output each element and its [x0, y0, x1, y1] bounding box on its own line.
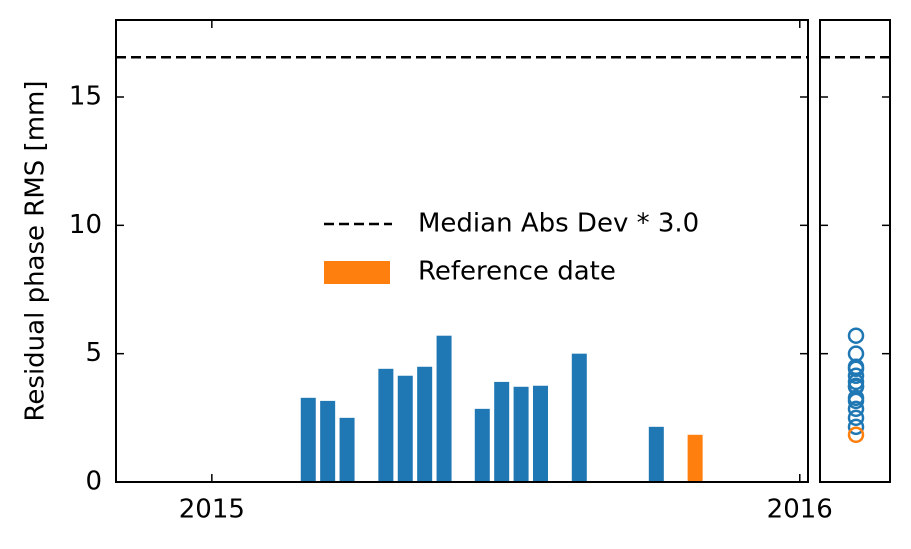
bar: [494, 381, 510, 482]
bar: [436, 335, 452, 482]
bar: [397, 375, 413, 482]
side-point: [847, 400, 865, 418]
side-point: [847, 409, 865, 427]
bar: [378, 368, 394, 482]
bar: [648, 426, 664, 482]
side-point: [847, 327, 865, 344]
bar: [687, 434, 703, 482]
plot-frame: [115, 19, 809, 483]
side-point: [847, 377, 865, 394]
bar: [513, 386, 529, 482]
y-axis-label: Residual phase RMS [mm]: [21, 81, 51, 422]
y-tick-label: 5: [85, 338, 102, 368]
side-point: [847, 418, 865, 436]
y-tick-label: 0: [85, 467, 102, 497]
side-frame: [819, 19, 891, 483]
bar: [300, 397, 316, 482]
bar: [532, 385, 548, 482]
legend-label: Median Abs Dev * 3.0: [418, 209, 699, 239]
legend-patch: [324, 261, 390, 284]
legend-label: Reference date: [418, 257, 616, 287]
bar: [339, 417, 355, 482]
side-point: [847, 367, 865, 384]
y-tick-label: 15: [69, 82, 102, 112]
bar: [571, 353, 587, 482]
x-tick-label: 2015: [179, 495, 245, 525]
side-point: [847, 345, 865, 362]
bar: [417, 366, 433, 482]
side-point: [847, 426, 865, 444]
bar: [320, 400, 336, 482]
y-tick-label: 10: [69, 210, 102, 240]
bar: [474, 408, 490, 482]
x-tick-label: 2016: [767, 495, 833, 525]
